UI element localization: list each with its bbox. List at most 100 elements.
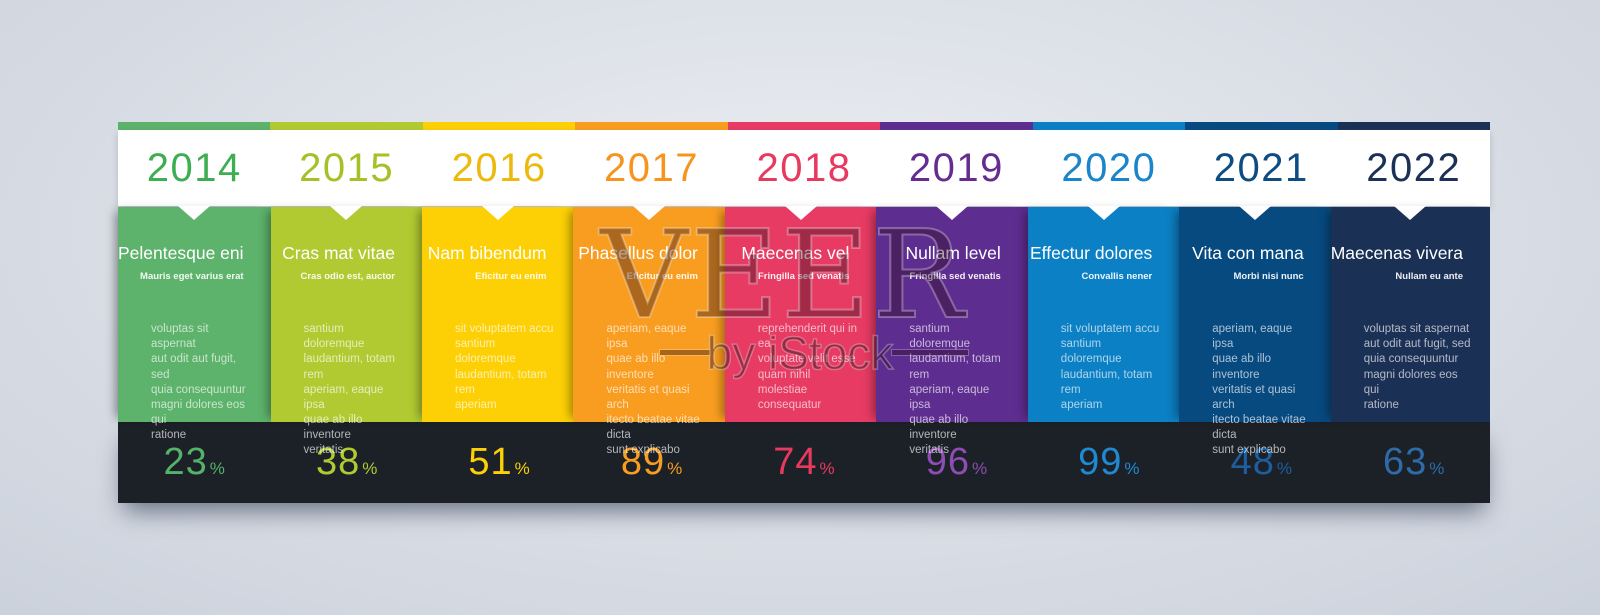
card-notch (178, 206, 211, 220)
timeline-card-2021: Vita con mana Morbi nisi nunc aperiam, eaq… (1179, 206, 1331, 456)
percent-cell-2015: 38% (270, 422, 422, 503)
card-body-text: aperiam, eaque ipsa quae ab illo invento… (1212, 323, 1306, 457)
year-label-2021: 2021 (1213, 145, 1309, 190)
year-label-2020: 2020 (1061, 145, 1157, 190)
card-title: Nam bibendum (427, 243, 547, 263)
percent-sign: % (667, 459, 683, 478)
percent-value: 89% (621, 441, 682, 484)
percent-number: 51 (468, 441, 513, 483)
card-subtitle: Cras odio est, auctor (300, 271, 395, 282)
percent-sign: % (209, 459, 225, 478)
percent-value: 63% (1383, 441, 1444, 484)
percent-number: 99 (1078, 441, 1123, 483)
year-header-bar: 2014 2015 2016 2017 2018 2019 2020 2021 2022 (118, 130, 1490, 206)
timeline-card-2016: Nam bibendum Eficitur eu enim sit voluptat… (421, 206, 574, 422)
card-title: Cras mat vitae (282, 243, 395, 263)
strip-segment (727, 122, 881, 130)
cards-row: Pelentesque eni Mauris eget varius erat vo… (118, 206, 1490, 456)
percent-cell-2021: 48% (1185, 422, 1337, 503)
year-label-2015: 2015 (299, 145, 395, 190)
year-label-2019: 2019 (908, 145, 1004, 190)
timeline-card-2020: Effectur dolores Convallis nener sit volup… (1027, 206, 1180, 422)
card-notch (330, 206, 363, 220)
percent-cell-2016: 51% (423, 422, 575, 503)
card-body-text: reprehenderit qui in ea voluptate velit … (757, 323, 857, 411)
percent-sign: % (362, 459, 378, 478)
percent-value: 96% (926, 441, 987, 484)
year-label-2016: 2016 (451, 145, 547, 190)
card-body-text: sit voluptatem accu santium doloremque l… (454, 323, 554, 411)
percent-number: 74 (773, 441, 818, 483)
percent-cell-2022: 63% (1338, 422, 1490, 503)
strip-segment (1185, 122, 1338, 130)
timeline-card-2014: Pelentesque eni Mauris eget varius erat vo… (118, 206, 271, 441)
card-notch (936, 206, 969, 220)
card-subtitle: Fringilla sed venatis (758, 271, 850, 282)
percent-number: 48 (1230, 441, 1275, 483)
card-notch (1394, 206, 1427, 220)
strip-segment (880, 122, 1033, 130)
percent-value: 23% (164, 441, 225, 484)
card-notch (481, 206, 514, 220)
percent-value: 38% (316, 441, 377, 484)
top-color-strip (118, 122, 1490, 130)
timeline-card-2015: Cras mat vitae Cras odio est, auctor santi… (270, 206, 422, 456)
card-subtitle: Fringilla sed venatis (909, 271, 1001, 282)
strip-segment (422, 122, 576, 130)
card-title: Maecenas vel (741, 243, 850, 263)
timeline-card-2018: Maecenas vel Fringilla sed venatis reprehe… (724, 206, 877, 422)
percent-sign: % (1124, 459, 1140, 478)
timeline-card-2022: Maecenas vivera Nullam eu ante voluptas si… (1330, 206, 1490, 422)
year-label-2014: 2014 (146, 145, 242, 190)
card-title: Vita con mana (1192, 243, 1304, 263)
card-notch (1087, 206, 1120, 220)
percent-value: 48% (1231, 441, 1292, 484)
percent-cell-2014: 23% (118, 422, 270, 503)
card-body-text: santium doloremque laudantium, totam rem… (909, 323, 1001, 457)
percent-number: 38 (315, 441, 361, 483)
strip-segment (118, 122, 271, 130)
year-label-2022: 2022 (1366, 145, 1462, 190)
percent-sign: % (1276, 459, 1292, 478)
card-title: Phasellus dolor (578, 243, 698, 263)
timeline-card-2017: Phasellus dolor Eficitur eu enim aperiam, … (573, 206, 725, 456)
card-subtitle: Nullam eu ante (1395, 271, 1463, 282)
strip-segment (270, 122, 423, 130)
percent-number: 63 (1383, 441, 1428, 483)
percent-value: 99% (1078, 441, 1139, 484)
card-subtitle: Mauris eget varius erat (140, 271, 244, 282)
card-subtitle: Eficitur eu enim (475, 271, 547, 282)
card-body-text: sit voluptatem accu santium doloremque l… (1060, 323, 1160, 411)
percent-sign: % (1429, 459, 1445, 478)
strip-segment (1337, 122, 1490, 130)
card-subtitle: Morbi nisi nunc (1233, 271, 1304, 282)
percent-sign: % (514, 459, 530, 478)
year-label-2017: 2017 (604, 145, 700, 190)
timeline-card-2019: Nullam level Fringilla sed venatis santium… (876, 206, 1028, 456)
percent-cell-2020: 99% (1033, 422, 1185, 503)
card-notch (1238, 206, 1271, 220)
percent-number: 96 (925, 441, 970, 483)
card-subtitle: Convallis nener (1081, 271, 1153, 282)
percent-bar: 23% 38% 51% 89% 74% 96% 99% 48% 63% (118, 422, 1490, 503)
percent-cell-2019: 96% (880, 422, 1032, 503)
percent-value: 74% (773, 441, 834, 484)
strip-segment (575, 122, 728, 130)
card-notch (784, 206, 817, 220)
strip-segment (1032, 122, 1186, 130)
card-title: Maecenas vivera (1330, 243, 1463, 263)
card-notch (633, 206, 666, 220)
percent-value: 51% (468, 441, 529, 484)
percent-sign: % (971, 459, 988, 478)
percent-cell-2017: 89% (575, 422, 727, 503)
card-body-text: aperiam, eaque ipsa quae ab illo invento… (606, 323, 700, 457)
percent-number: 23 (163, 441, 208, 483)
percent-cell-2018: 74% (728, 422, 880, 503)
card-title: Pelentesque eni (118, 243, 244, 263)
timeline-infographic: 2014 2015 2016 2017 2018 2019 2020 2021 2022 Pel… (118, 122, 1490, 503)
year-label-2018: 2018 (756, 145, 852, 190)
percent-number: 89 (620, 441, 666, 483)
percent-sign: % (819, 459, 835, 478)
card-body-text: santium doloremque laudantium, totam rem… (303, 323, 395, 457)
